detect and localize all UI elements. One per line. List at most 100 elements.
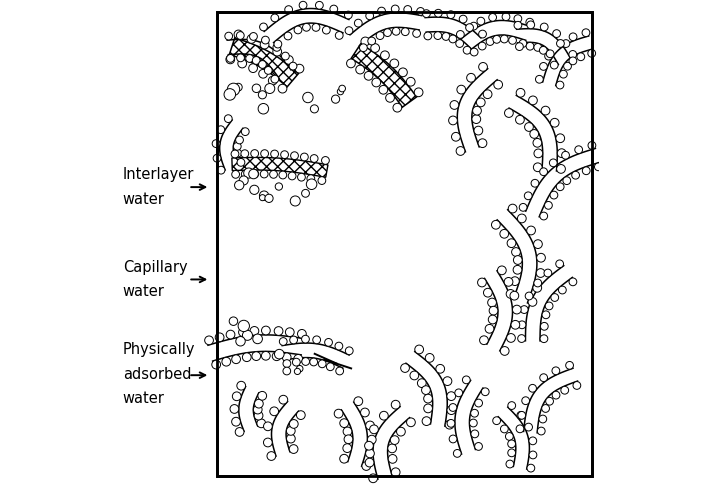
Circle shape [483,288,492,297]
Circle shape [343,444,352,452]
Circle shape [323,26,330,34]
Circle shape [519,204,527,211]
Circle shape [519,39,527,47]
Circle shape [217,126,225,134]
Circle shape [334,409,343,418]
Circle shape [573,382,581,389]
Circle shape [507,239,516,247]
Circle shape [534,279,542,287]
Circle shape [422,386,430,395]
Circle shape [588,141,596,149]
Circle shape [286,427,295,435]
Circle shape [542,311,550,319]
Circle shape [215,333,224,342]
Circle shape [513,305,521,314]
Circle shape [502,13,510,20]
Circle shape [478,278,486,287]
Circle shape [422,417,431,426]
Circle shape [347,59,355,68]
Circle shape [242,353,251,362]
Circle shape [542,404,550,412]
Circle shape [295,64,304,73]
Circle shape [564,62,572,70]
Circle shape [231,171,239,178]
Circle shape [507,333,515,342]
Circle shape [518,214,526,223]
Text: water: water [122,391,164,406]
Circle shape [533,240,543,248]
Circle shape [392,400,400,409]
Circle shape [424,404,432,413]
Circle shape [518,412,525,419]
Circle shape [494,80,503,89]
Circle shape [557,149,566,157]
Circle shape [368,37,375,45]
Circle shape [270,407,278,416]
Circle shape [204,336,214,345]
Circle shape [298,330,306,338]
Circle shape [281,151,288,158]
Circle shape [366,421,375,430]
Circle shape [335,32,343,39]
Circle shape [417,379,426,387]
Circle shape [493,417,501,425]
Circle shape [365,441,373,450]
Circle shape [318,360,326,368]
Circle shape [235,428,244,436]
Circle shape [296,365,303,372]
Circle shape [303,92,313,103]
Circle shape [478,63,488,71]
Circle shape [544,269,552,277]
Circle shape [525,292,533,300]
Circle shape [537,253,545,262]
Circle shape [505,109,513,118]
Circle shape [410,371,419,380]
Circle shape [481,388,489,396]
Circle shape [258,61,266,69]
Circle shape [265,84,275,93]
Circle shape [261,351,270,360]
Circle shape [251,170,258,178]
Circle shape [285,6,293,14]
Circle shape [286,434,295,443]
Circle shape [527,226,535,235]
Circle shape [475,399,483,407]
Circle shape [551,294,559,301]
Circle shape [486,37,494,45]
Circle shape [345,27,353,35]
Circle shape [234,149,241,157]
Circle shape [478,30,486,38]
Circle shape [560,70,567,78]
Circle shape [401,364,409,372]
Circle shape [470,48,478,56]
Circle shape [335,342,342,350]
Circle shape [361,37,370,46]
Circle shape [443,377,452,385]
Circle shape [561,386,569,394]
Circle shape [466,24,473,32]
Text: Physically: Physically [122,343,195,357]
Circle shape [517,412,525,419]
Circle shape [322,156,330,164]
Circle shape [279,395,288,404]
Circle shape [471,430,478,438]
Circle shape [501,35,508,43]
Circle shape [379,86,388,94]
Circle shape [229,317,238,326]
Circle shape [241,150,248,157]
Circle shape [263,438,272,447]
Circle shape [528,96,538,105]
Circle shape [298,174,305,181]
Circle shape [271,14,278,22]
Circle shape [268,76,277,85]
Circle shape [310,105,318,113]
Circle shape [230,404,239,413]
Circle shape [252,84,261,92]
Circle shape [447,11,455,18]
Circle shape [557,39,565,47]
Circle shape [451,132,460,141]
Text: water: water [122,192,164,207]
Circle shape [569,57,577,65]
Circle shape [552,391,560,399]
Circle shape [442,33,450,40]
